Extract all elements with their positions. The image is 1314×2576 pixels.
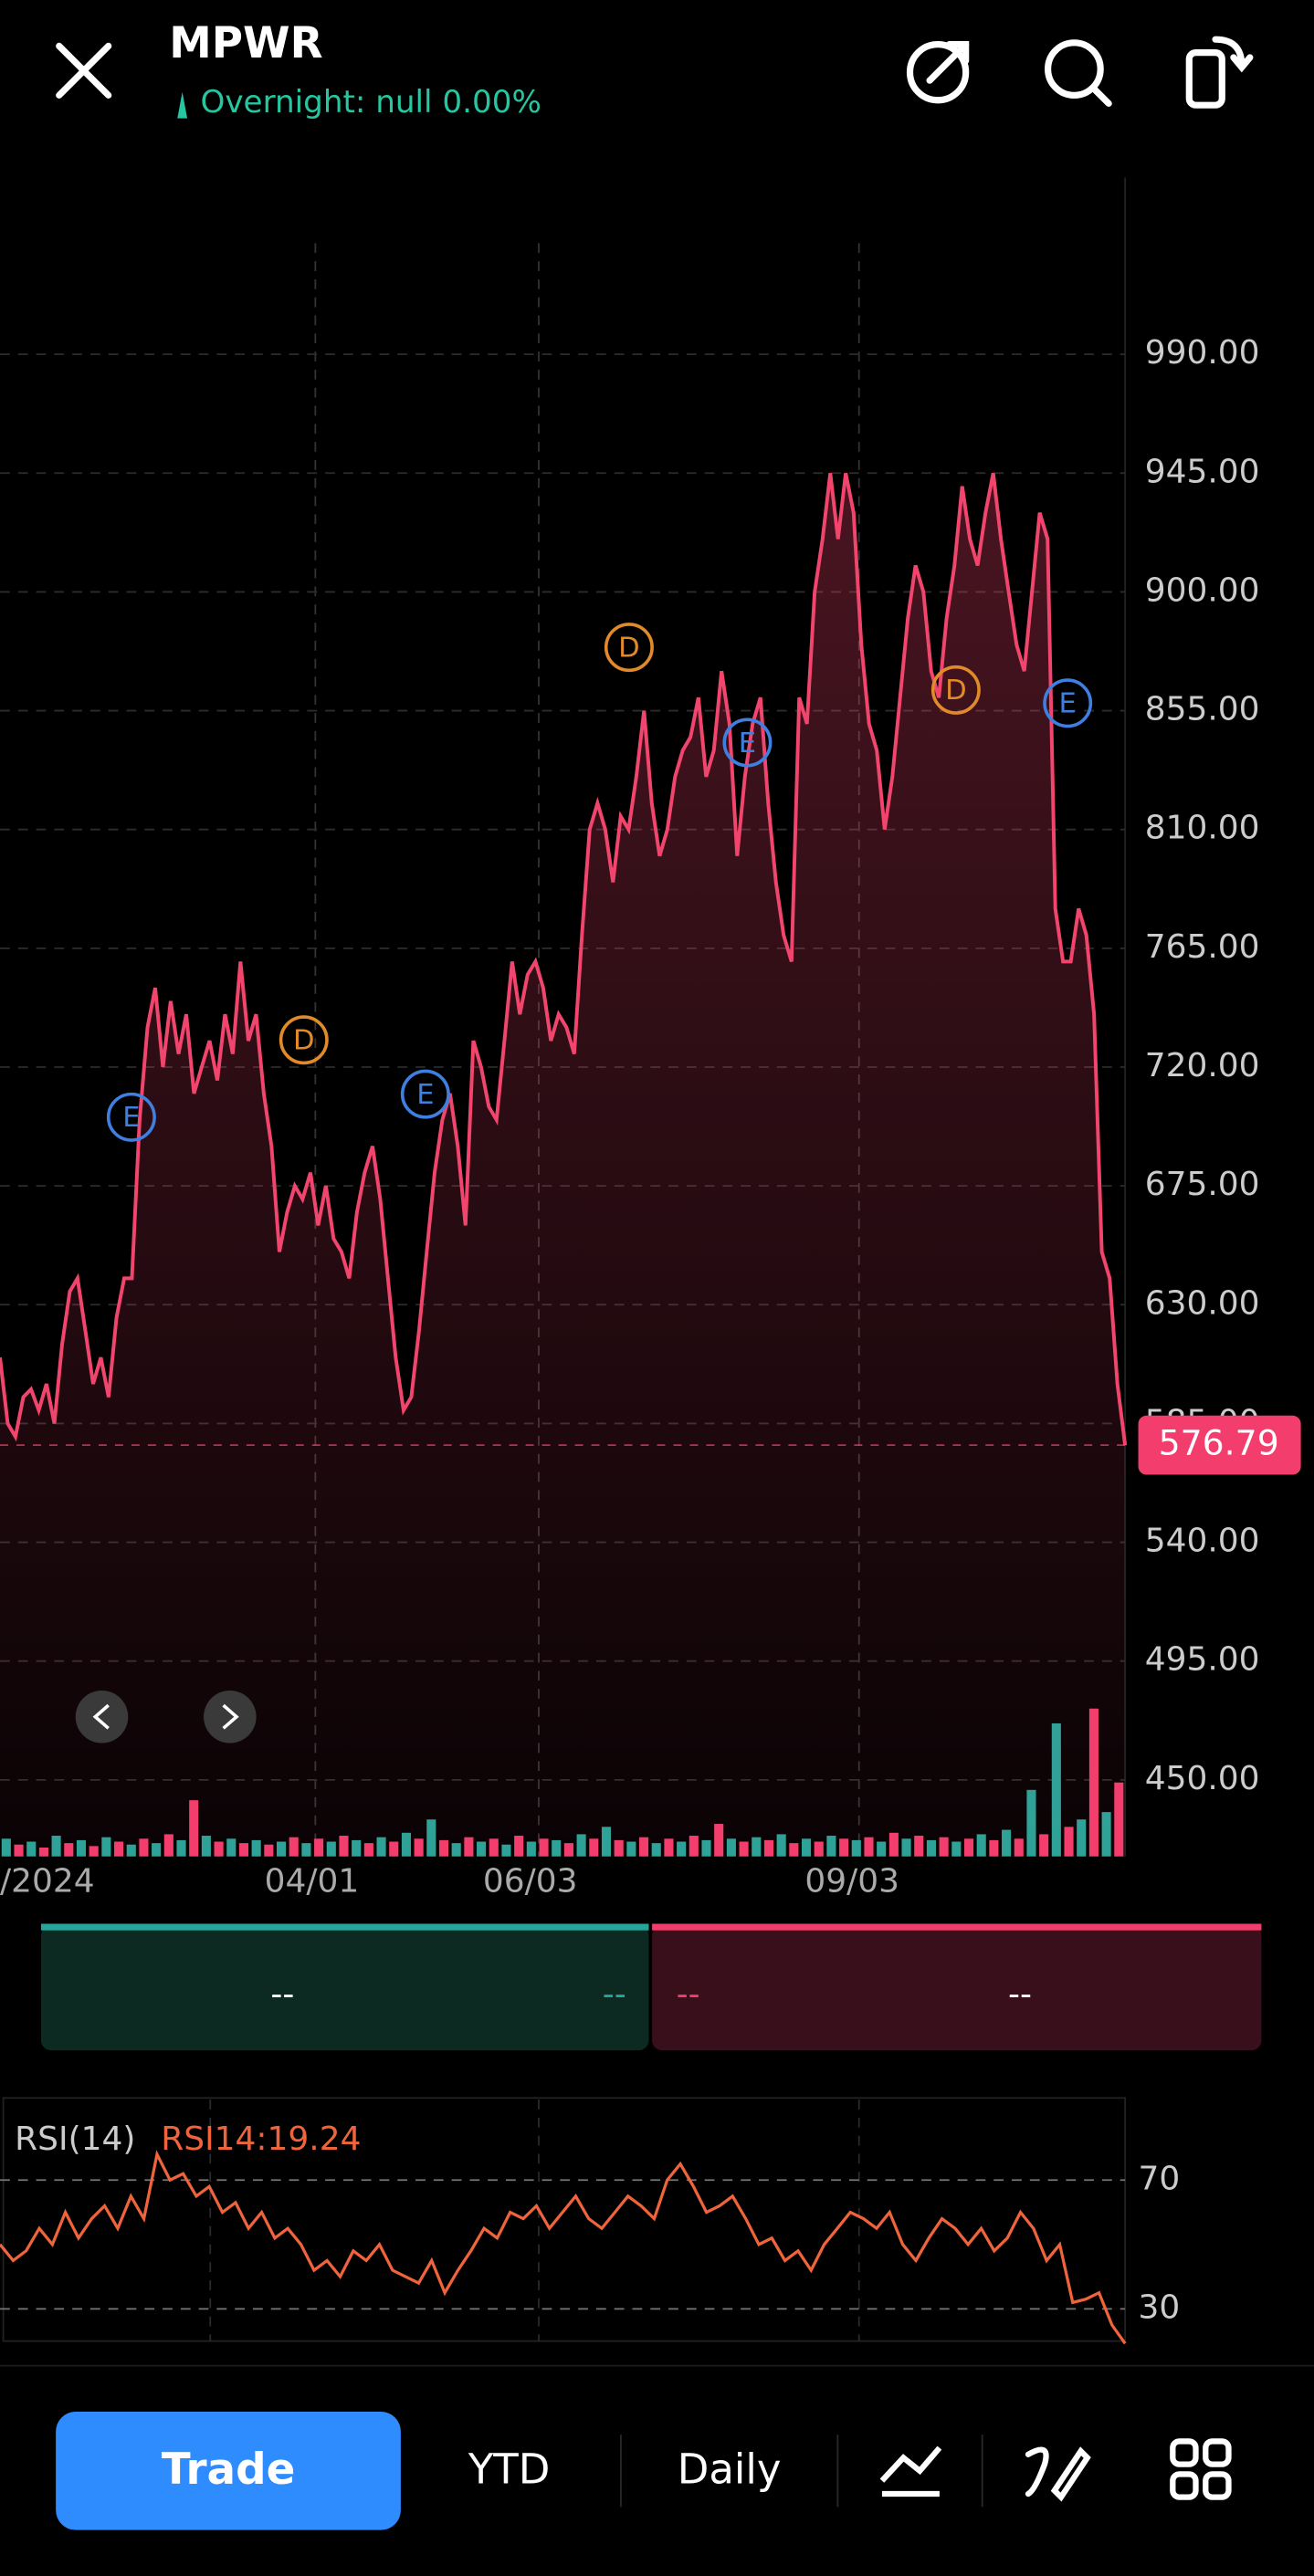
price-chart: 450.00495.00540.00585.00630.00675.00720.… [0,243,1301,1901]
rsi-value: RSI14:19.24 [161,2120,361,2158]
search-icon[interactable] [1045,39,1112,107]
trade-label: Trade [162,2445,296,2495]
buy-bar [40,1923,649,1931]
overnight-icon [177,91,188,119]
x-tick-label: /2024 [0,1863,95,1901]
y-tick-label: 765.00 [1145,928,1260,966]
y-tick-label: 495.00 [1145,1641,1260,1679]
overnight: Overnight: null 0.00% [200,84,541,120]
event-label: E [122,1102,140,1134]
interval-button[interactable]: Daily [678,2445,782,2494]
y-tick-label: 945.00 [1145,453,1260,490]
button-row: -- -- -- -- [40,1923,1262,2051]
y-tick-label: 990.00 [1145,334,1260,372]
arrow [222,1703,239,1730]
event-label: D [945,675,967,707]
event-marker [1043,678,1093,728]
y-tick-label: 70 [1139,2160,1181,2197]
event-marker [400,1069,450,1119]
buy-value: -- [270,1976,294,2014]
last-price-label: 576.79 [1159,1423,1279,1463]
y-tick-label: 810.00 [1145,810,1260,847]
sell-value: -- [1008,1976,1032,2014]
event-marker [930,665,981,715]
y-tick-label: 675.00 [1145,1166,1260,1203]
rsi-chart: 30 70 [0,2100,1181,2345]
rotate-icon[interactable] [1185,36,1254,109]
event-label: E [416,1079,434,1111]
price-area [0,473,1126,1857]
event-marker [722,717,773,768]
share-icon[interactable] [906,40,970,104]
buy-panel[interactable] [40,1925,649,2051]
y-tick-label: 630.00 [1145,1284,1260,1322]
x-tick-label: 04/01 [265,1863,360,1901]
price-line [0,472,1128,1446]
event-marker [604,623,654,673]
sell-change: -- [677,1976,700,2014]
buy-change: -- [603,1976,626,2014]
y-tick-label: 450.00 [1145,1760,1260,1797]
event-label: E [739,728,756,759]
x-tick-label: 09/03 [804,1863,899,1901]
sell-panel[interactable] [652,1925,1262,2051]
rsi-line [0,2150,1127,2345]
y-tick-label: 720.00 [1145,1047,1260,1084]
rsi-frame [2,2097,1127,2342]
symbol: MPWR [169,19,322,68]
indicator-icon[interactable] [879,2445,942,2497]
grid-icon[interactable] [1170,2438,1232,2500]
rsi-title: RSI(14) [15,2120,135,2158]
y-tick-label: 855.00 [1145,691,1260,728]
close-icon[interactable] [56,42,112,99]
event-label: D [618,632,640,664]
event-marker [279,1015,329,1065]
sell-bar [652,1923,1262,1931]
y-tick-label: 900.00 [1145,571,1260,609]
arrow [92,1703,110,1730]
y-tick-label: 540.00 [1145,1523,1260,1560]
last-price-tag [1138,1415,1301,1475]
y-tick-label: 30 [1139,2288,1181,2326]
draw-icon[interactable] [1025,2446,1091,2502]
scroll-button[interactable] [75,1690,129,1744]
scroll-button[interactable] [204,1690,257,1744]
event-marker [106,1092,156,1142]
x-tick-label: 06/03 [483,1863,578,1901]
range-button[interactable]: YTD [468,2445,551,2494]
event-label: D [293,1025,315,1057]
trade-button[interactable] [56,2412,401,2530]
event-label: E [1059,688,1077,720]
